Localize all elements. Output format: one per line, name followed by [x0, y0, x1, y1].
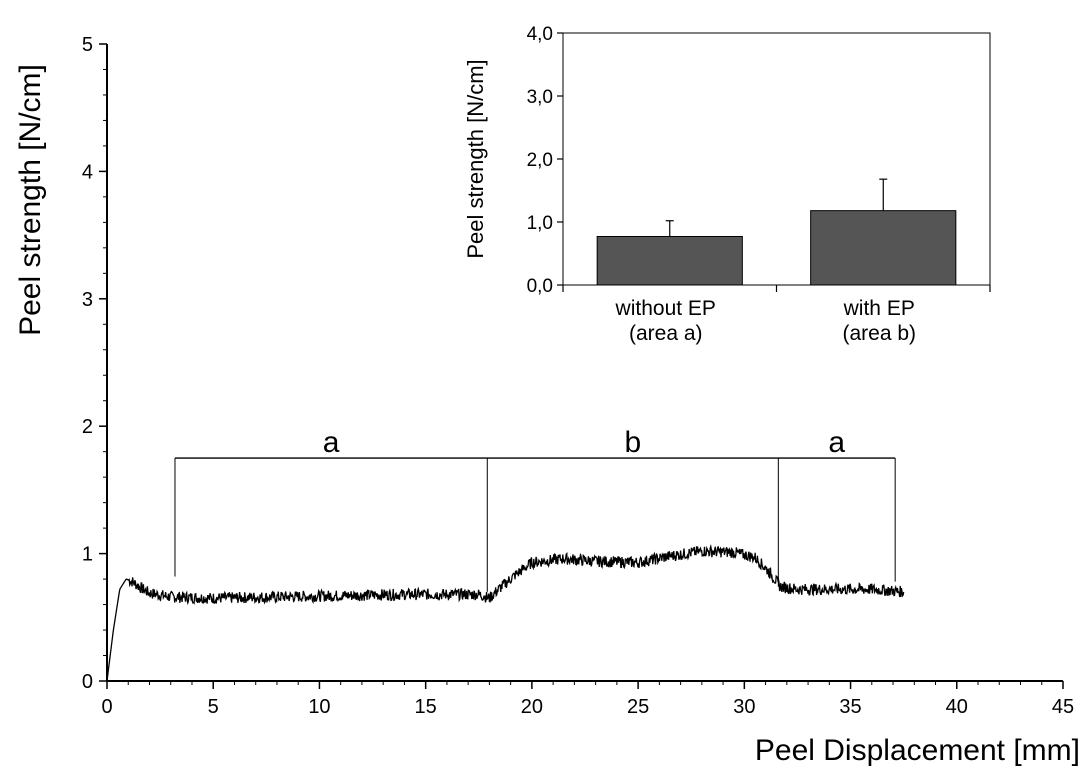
region-label-a: a: [323, 426, 340, 459]
inset-y-tick-label: 2,0: [527, 150, 553, 171]
x-tick-label: 45: [1052, 696, 1074, 718]
inset-bar: [810, 210, 957, 286]
y-tick-label: 0: [82, 671, 93, 693]
x-tick-label: 0: [101, 696, 112, 718]
region-label-a: a: [828, 426, 845, 459]
x-axis-title: Peel Displacement [mm]: [755, 734, 1080, 767]
x-tick-label: 35: [839, 696, 861, 718]
inset-category-label: (area a): [629, 322, 703, 345]
inset-y-tick-label: 0,0: [527, 276, 553, 297]
x-tick-label: 30: [733, 696, 755, 718]
inset-category-label: without EP: [615, 297, 716, 320]
x-tick-label: 25: [627, 696, 649, 718]
inset-y-tick-label: 1,0: [527, 213, 553, 234]
y-tick-label: 4: [82, 161, 93, 183]
x-tick-label: 40: [946, 696, 968, 718]
peel-curve-line: [106, 543, 905, 682]
inset-plot: 0,0 1,0 2,0 3,0 4,0 without EP(area a) with EP…: [463, 24, 991, 345]
x-tick-label: 15: [415, 696, 437, 718]
y-tick-label: 3: [82, 289, 93, 311]
inset-category-label: with EP: [843, 297, 915, 320]
inset-bar: [596, 235, 743, 286]
inset-y-axis-title: Peel strength [N/cm]: [463, 59, 488, 258]
y-axis-title: Peel strength [N/cm]: [14, 64, 47, 336]
x-tick-label: 5: [208, 696, 219, 718]
y-tick-label: 2: [82, 416, 93, 438]
x-tick-label: 10: [308, 696, 330, 718]
inset-category-label: (area b): [842, 322, 916, 345]
inset-y-tick-label: 3,0: [527, 87, 553, 108]
y-tick-label: 1: [82, 544, 93, 566]
x-tick-label: 20: [521, 696, 543, 718]
region-label-b: b: [624, 426, 641, 459]
inset-y-tick-label: 4,0: [527, 24, 553, 45]
y-tick-label: 5: [82, 34, 93, 56]
